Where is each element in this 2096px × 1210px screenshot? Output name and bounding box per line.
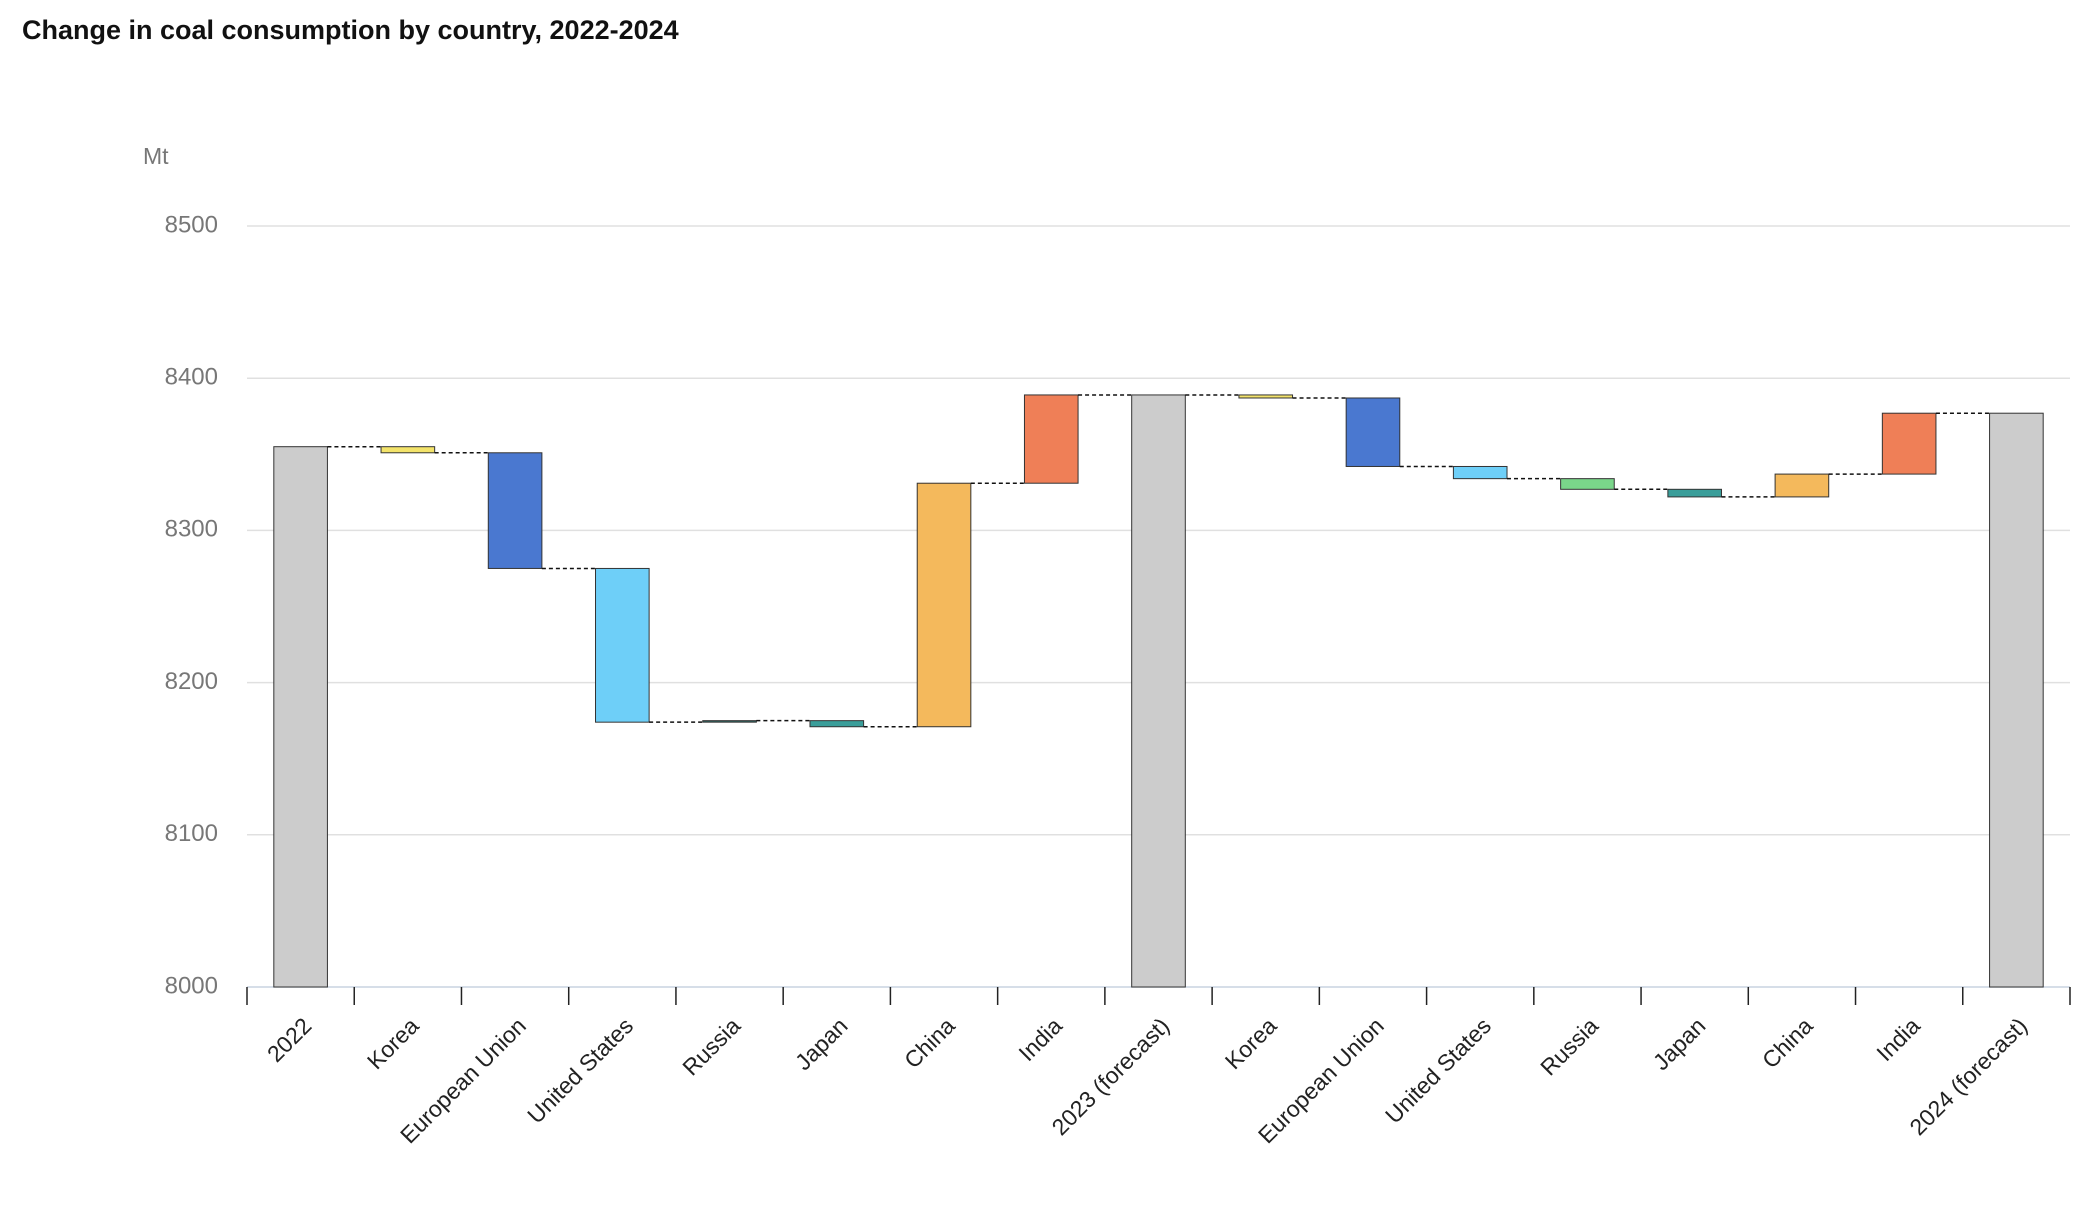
x-tick-label: Japan bbox=[1648, 1012, 1711, 1075]
bar bbox=[1774, 473, 1830, 498]
x-tick-label: China bbox=[899, 1012, 960, 1073]
y-tick-label: 8000 bbox=[165, 972, 218, 999]
bar bbox=[1238, 394, 1294, 399]
bar bbox=[1560, 478, 1615, 490]
x-tick-label: Japan bbox=[790, 1012, 853, 1075]
bar bbox=[1345, 397, 1401, 467]
x-tick-label: Korea bbox=[362, 1012, 424, 1074]
bar bbox=[595, 567, 650, 723]
x-tick-label: China bbox=[1757, 1012, 1818, 1073]
x-tick-label: United States bbox=[1380, 1012, 1496, 1128]
bar bbox=[380, 446, 436, 454]
bar bbox=[1023, 394, 1079, 484]
y-axis-label: Mt bbox=[143, 143, 169, 169]
bar bbox=[487, 452, 543, 569]
bar bbox=[809, 720, 865, 728]
y-tick-label: 8500 bbox=[165, 211, 218, 238]
bar bbox=[273, 446, 328, 988]
bar bbox=[702, 720, 757, 723]
bar bbox=[1452, 465, 1508, 480]
y-tick-label: 8100 bbox=[165, 820, 218, 847]
bar bbox=[1131, 394, 1186, 988]
x-tick-label: Korea bbox=[1220, 1012, 1282, 1074]
x-tick-label: Russia bbox=[1535, 1012, 1603, 1080]
x-tick-label: 2022 bbox=[262, 1012, 317, 1067]
bar bbox=[916, 482, 972, 728]
x-tick-label: United States bbox=[522, 1012, 638, 1128]
y-tick-label: 8200 bbox=[165, 668, 218, 695]
x-tick-label: India bbox=[1013, 1012, 1067, 1066]
x-tick-label: India bbox=[1871, 1012, 1925, 1066]
x-tick-label: Russia bbox=[677, 1012, 745, 1080]
y-tick-label: 8300 bbox=[165, 516, 218, 543]
bar bbox=[1989, 412, 2044, 988]
bar bbox=[1667, 488, 1722, 498]
y-tick-label: 8400 bbox=[165, 364, 218, 391]
bar bbox=[1881, 412, 1937, 475]
chart-title: Change in coal consumption by country, 2… bbox=[22, 15, 679, 45]
